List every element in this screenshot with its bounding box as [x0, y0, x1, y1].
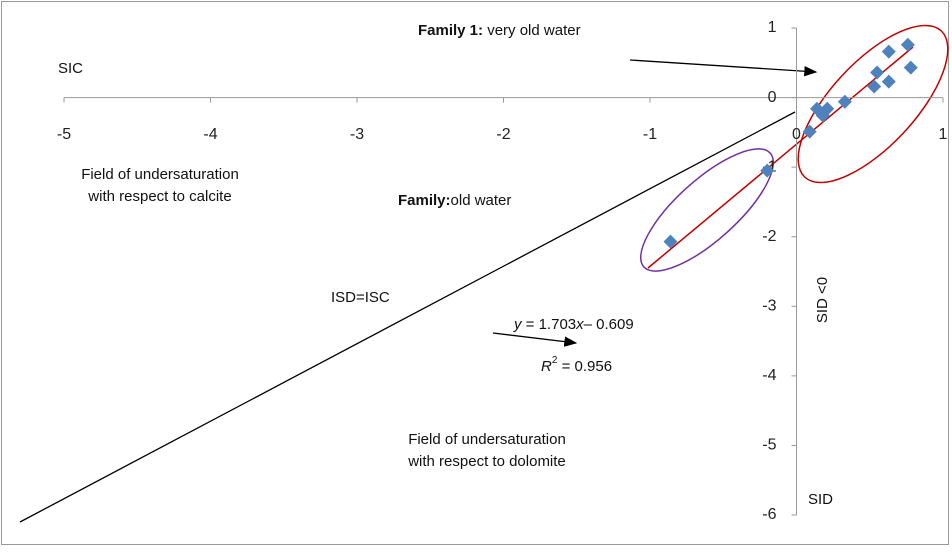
equation: = 1.703	[522, 316, 577, 333]
isd-isc-line	[19, 111, 796, 523]
x-tick-label: -5	[57, 126, 71, 143]
equation: y	[513, 316, 523, 333]
annotation: SID	[808, 491, 833, 508]
y-tick-label: -2	[762, 228, 776, 245]
annotation: with respect to dolomite	[407, 453, 566, 470]
r-squared: R	[541, 358, 552, 375]
data-point	[881, 44, 896, 59]
data-point	[867, 79, 882, 94]
annotation: very old water	[483, 22, 581, 39]
data-point	[837, 94, 852, 109]
y-tick-label: -4	[762, 367, 776, 384]
data-point	[870, 65, 885, 80]
annotation: Field of undersaturation	[408, 431, 566, 448]
x-tick-label: 1	[939, 126, 948, 143]
data-point	[881, 74, 896, 89]
annotation: old water	[451, 192, 512, 209]
x-tick-label: 0	[792, 126, 801, 143]
x-tick-label: -3	[350, 126, 364, 143]
r-squared: R2 = 0.956	[541, 355, 612, 375]
x-tick-label: -4	[203, 126, 217, 143]
y-tick-label: 1	[768, 19, 777, 36]
annotation: Field of undersaturation	[81, 166, 239, 183]
y-tick-label: -6	[762, 506, 776, 523]
family1-ellipse	[797, 24, 949, 184]
data-point	[802, 124, 817, 139]
family2-ellipse	[639, 148, 775, 272]
y-tick-label: 0	[768, 89, 777, 106]
annotation: with respect to calcite	[87, 188, 231, 205]
x-tick-label: -1	[643, 126, 657, 143]
annotation: Family:old water	[398, 192, 511, 209]
trend-line	[647, 46, 914, 269]
equation: y = 1.703x– 0.609	[513, 316, 634, 333]
equation: – 0.609	[584, 316, 634, 333]
r-squared: = 0.956	[557, 358, 612, 375]
data-point	[760, 163, 775, 178]
annotation: Family 1: very old water	[418, 22, 581, 39]
x-tick-label: -2	[496, 126, 510, 143]
frame	[1, 1, 949, 545]
y-tick-label: -5	[762, 437, 776, 454]
y-tick-label: -3	[762, 298, 776, 315]
data-point	[663, 234, 678, 249]
r-squared: 2	[552, 355, 558, 366]
data-point	[820, 101, 835, 116]
equation: x	[575, 316, 584, 333]
annotation: ISD=ISC	[331, 289, 390, 306]
annotation: Family 1:	[418, 22, 483, 39]
data-point	[903, 60, 918, 75]
annotation: Family:	[398, 192, 451, 209]
arrow	[492, 332, 578, 347]
arrow	[629, 59, 818, 77]
annotation: SIC	[58, 60, 83, 77]
data-point	[900, 37, 915, 52]
annotation: SID <0	[814, 277, 831, 323]
